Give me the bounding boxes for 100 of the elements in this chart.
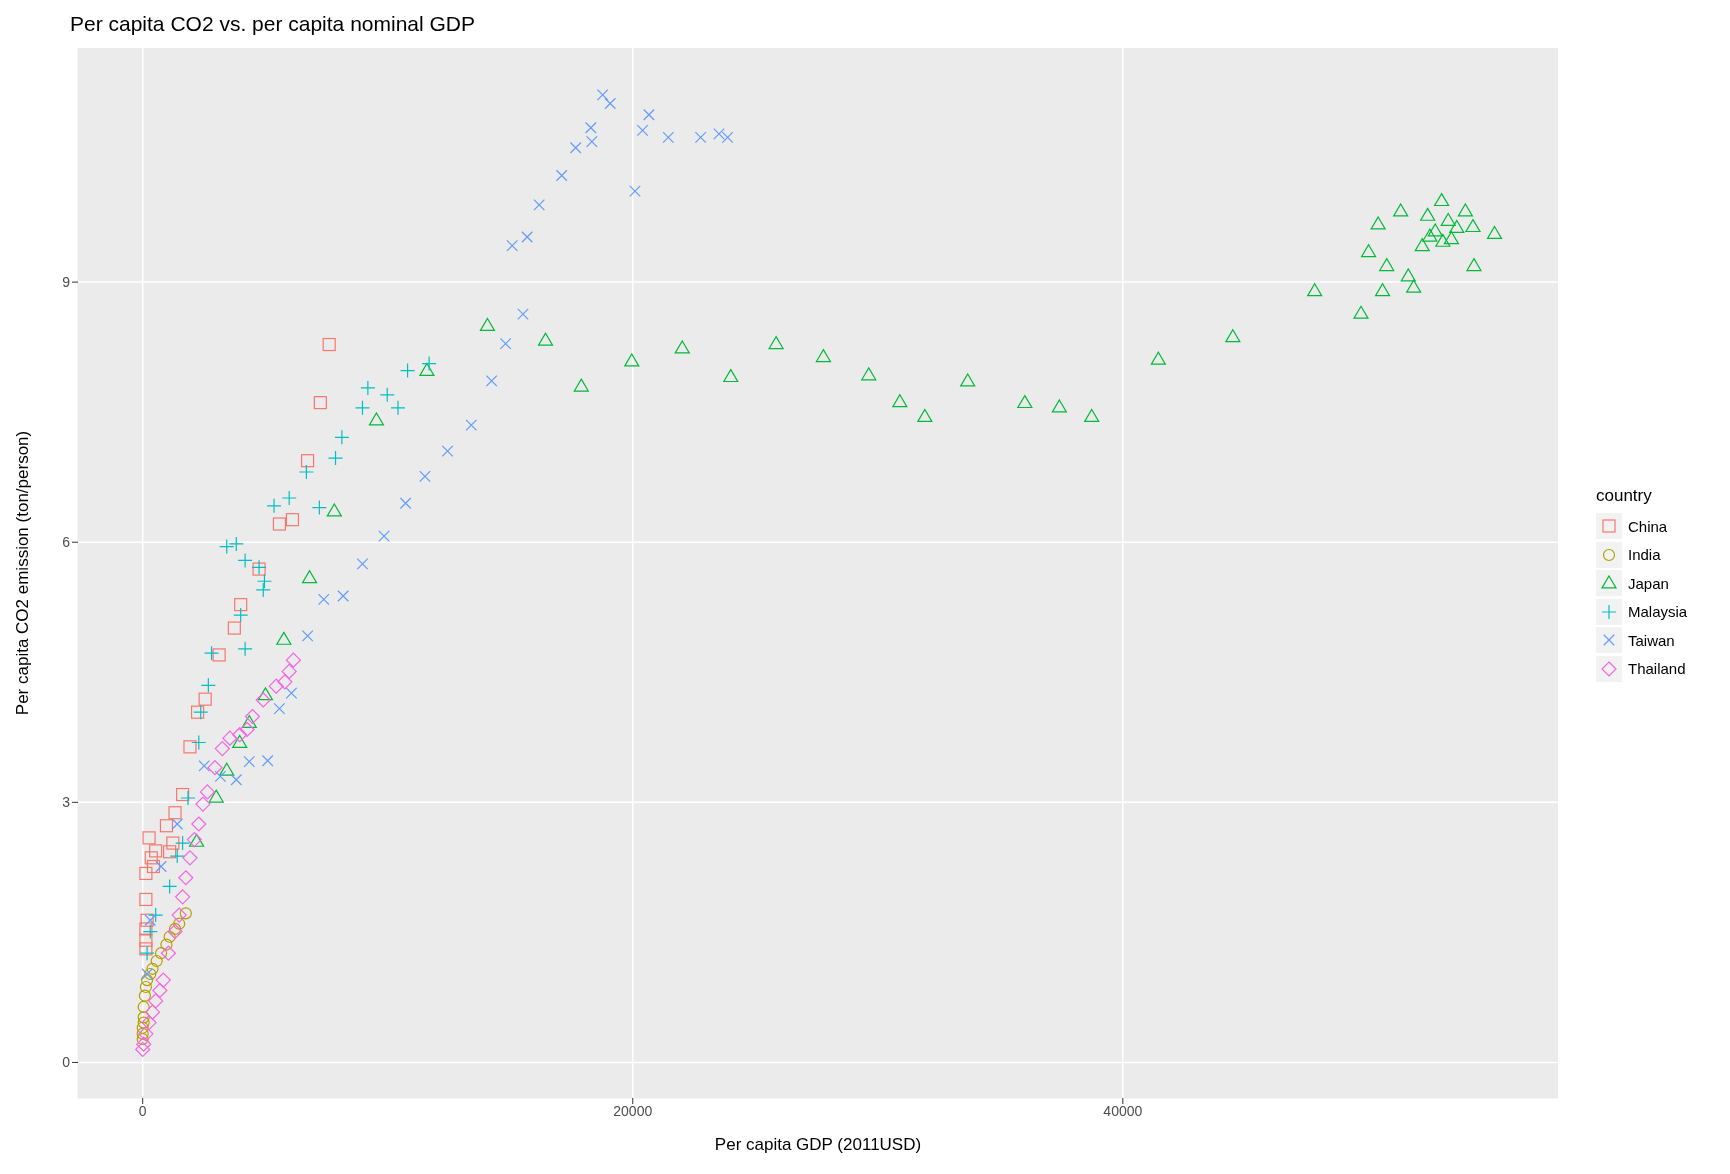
point (257, 687, 274, 701)
point (1353, 305, 1369, 319)
point (167, 923, 183, 940)
point (399, 497, 412, 510)
point (721, 131, 734, 144)
point (232, 734, 248, 749)
point (1370, 216, 1386, 230)
point (241, 714, 257, 729)
point (354, 400, 371, 416)
point (273, 702, 286, 715)
point (533, 199, 545, 211)
point (141, 1014, 157, 1031)
point (193, 704, 209, 720)
point (191, 734, 207, 751)
point (141, 968, 153, 980)
point (1017, 395, 1033, 409)
point (234, 598, 248, 612)
point (285, 687, 298, 699)
point (144, 914, 157, 927)
point (239, 721, 255, 738)
point (141, 973, 154, 987)
point (662, 131, 675, 144)
point (368, 412, 385, 426)
point (356, 558, 369, 570)
point (555, 169, 568, 182)
point (255, 582, 271, 598)
point (139, 942, 153, 956)
point (255, 692, 271, 708)
point (203, 645, 220, 661)
point (219, 538, 235, 555)
point (142, 923, 158, 940)
point (171, 907, 187, 923)
point (207, 760, 223, 776)
point (1406, 279, 1422, 293)
point (154, 947, 168, 960)
point (232, 727, 248, 743)
point (261, 754, 274, 767)
point (281, 490, 297, 506)
point (183, 740, 197, 754)
point (585, 135, 598, 148)
point (227, 621, 241, 635)
point (222, 730, 238, 746)
point (162, 878, 178, 895)
point (139, 922, 153, 936)
point (144, 851, 158, 865)
point (276, 631, 292, 645)
point (1150, 351, 1166, 365)
point (378, 530, 390, 542)
x-tick-label: 20000 (613, 1102, 653, 1119)
point (917, 408, 933, 422)
point (281, 663, 297, 680)
point (301, 570, 318, 584)
point (166, 836, 180, 850)
point (485, 375, 498, 387)
point (1379, 258, 1395, 272)
point (643, 108, 655, 121)
point (1443, 231, 1460, 245)
point (155, 860, 167, 873)
x-tick-label: 40000 (1103, 1102, 1143, 1119)
point (1466, 258, 1482, 272)
point (1449, 219, 1465, 233)
point (138, 989, 151, 1002)
point (1360, 244, 1377, 258)
legend-label: Japan (1628, 574, 1669, 592)
point (163, 930, 176, 943)
point (135, 1041, 151, 1058)
point (326, 503, 342, 517)
point (208, 789, 224, 803)
legend-label: India (1628, 546, 1661, 564)
point (212, 648, 226, 662)
point (479, 317, 496, 331)
point (1400, 268, 1416, 282)
y-tick-label: 3 (62, 794, 71, 811)
point (1084, 408, 1100, 422)
point (301, 454, 315, 468)
point (150, 954, 163, 968)
point (237, 552, 253, 569)
point (168, 806, 182, 820)
point (1457, 203, 1473, 217)
point (694, 131, 707, 144)
point (723, 369, 739, 383)
point (1307, 283, 1323, 297)
point (1374, 283, 1391, 297)
x-axis-title: Per capita GDP (2011USD) (714, 1135, 922, 1154)
point (266, 498, 282, 514)
point (159, 819, 174, 833)
point (136, 1021, 149, 1034)
point (1414, 238, 1430, 252)
point (521, 231, 533, 243)
point (144, 967, 157, 981)
point (230, 773, 243, 786)
point (1465, 219, 1481, 233)
point (136, 1032, 149, 1046)
point (180, 790, 196, 806)
point (419, 362, 435, 377)
chart-title: Per capita CO2 vs. per capita nominal GDP (70, 12, 476, 36)
point (277, 674, 293, 690)
point (144, 1004, 161, 1020)
point (301, 630, 314, 642)
point (148, 993, 164, 1009)
